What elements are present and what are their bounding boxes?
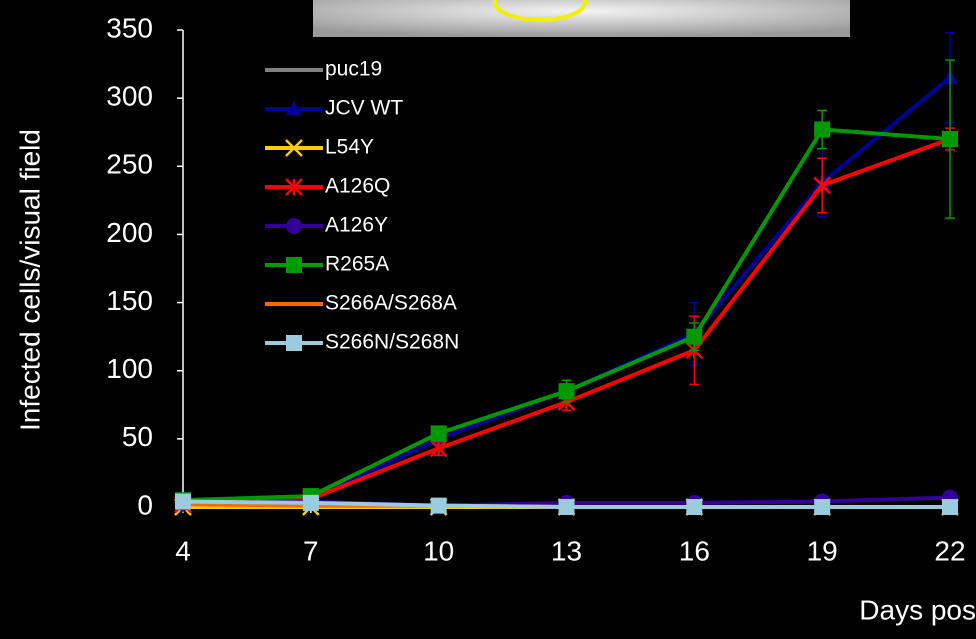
legend-entry: R265A [265,253,389,276]
legend-label: JCV WT [325,97,403,120]
marker [175,493,191,510]
y-tick-label: 200 [106,217,153,248]
x-tick-label: 13 [551,535,582,566]
y-tick-label: 350 [106,12,153,43]
marker [286,101,302,116]
marker [814,499,831,515]
micrograph [313,0,850,37]
legend-entry: JCV WT [265,97,403,120]
x-tick-label: 16 [679,535,710,566]
marker [429,439,448,458]
y-tick-label: 150 [106,285,153,316]
marker [814,121,831,138]
y-axis-label: Infected cells/visual field [14,129,45,431]
legend-label: R265A [325,253,389,276]
marker [942,499,958,515]
legend-label: A126Q [325,175,390,198]
marker [286,335,302,351]
series [175,493,958,515]
legend-entry: A126Q [265,175,390,198]
y-tick-label: 100 [106,353,153,384]
marker [942,131,958,148]
y-tick-label: 50 [122,421,153,452]
legend-entry: S266N/S268N [265,331,459,354]
marker [558,499,575,515]
x-tick-label: 22 [934,535,965,566]
legend-entry: A126Y [265,214,388,237]
legend-label: A126Y [325,214,388,237]
x-tick-label: 4 [175,535,191,566]
y-tick-label: 0 [137,489,153,520]
x-tick-label: 10 [423,535,454,566]
y-tick-label: 300 [106,81,153,112]
marker [286,257,302,273]
marker [430,497,447,514]
legend-entry: S266A/S268A [265,292,457,315]
marker [686,328,703,345]
legend-label: puc19 [325,58,382,81]
series [175,59,958,509]
legend-label: S266N/S268N [325,331,459,354]
x-tick-label: 19 [807,535,838,566]
legend-label: L54Y [325,136,374,159]
x-tick-label: 7 [303,535,319,566]
marker [285,178,303,196]
legend-label: S266A/S268A [325,292,457,315]
marker [558,383,575,400]
legend-entry: puc19 [265,58,382,81]
marker [430,425,447,442]
marker [285,139,303,157]
series-line [182,76,952,504]
legend-entry: L54Y [265,136,374,159]
marker [302,494,319,511]
x-axis-label: Days pos [859,594,976,625]
marker [813,176,832,195]
marker [286,218,302,234]
y-tick-label: 250 [106,149,153,180]
series-line [182,137,951,507]
marker [686,499,703,515]
